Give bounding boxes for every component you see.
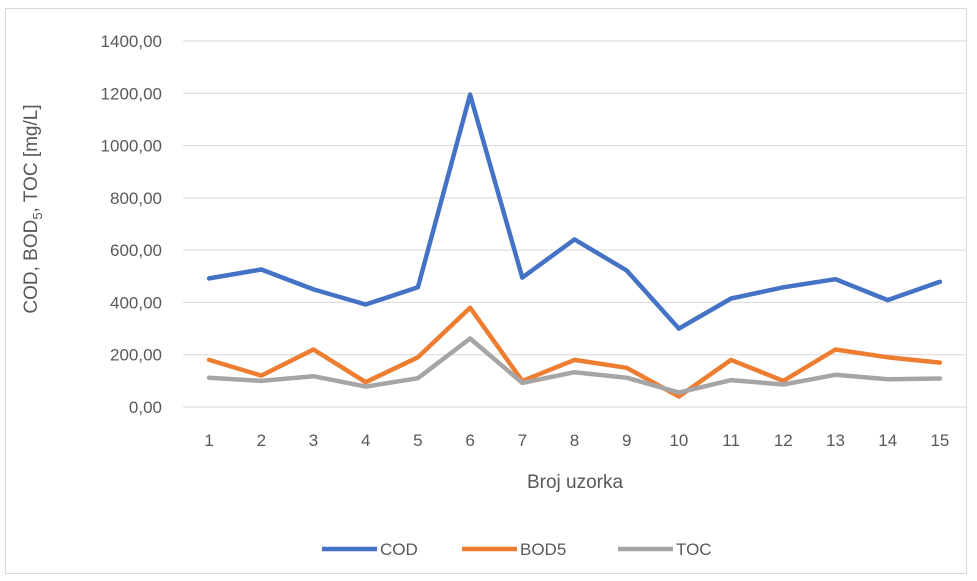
x-tick-label: 10 (669, 431, 688, 450)
x-tick-label: 4 (361, 431, 370, 450)
y-tick-label: 600,00 (110, 241, 162, 260)
legend-label-bod5: BOD5 (520, 540, 566, 559)
series-line-bod5 (206, 305, 943, 399)
y-tick-label: 200,00 (110, 346, 162, 365)
x-axis-tick-labels: 1 2 3 4 5 6 7 8 9 10 11 12 13 14 15 (204, 431, 949, 450)
y-tick-label: 1400,00 (101, 32, 162, 51)
legend-label-toc: TOC (676, 540, 712, 559)
y-axis-title-subscript: 5 (30, 212, 45, 219)
x-tick-label: 9 (622, 431, 631, 450)
legend: COD BOD5 TOC (322, 540, 712, 559)
x-tick-label: 8 (570, 431, 579, 450)
chart-area (5, 8, 967, 574)
x-tick-label: 3 (309, 431, 318, 450)
y-axis-title-main: COD, BOD (21, 220, 42, 314)
x-tick-label: 11 (722, 431, 740, 450)
x-tick-label: 15 (930, 431, 949, 450)
y-tick-label: 1200,00 (101, 84, 162, 103)
x-tick-label: 7 (518, 431, 527, 450)
x-axis-title: Broj uzorka (527, 472, 624, 493)
y-axis-title-rest: , TOC [mg/L] (21, 104, 42, 212)
y-tick-label: 800,00 (110, 189, 162, 208)
y-tick-label: 400,00 (110, 293, 162, 312)
y-tick-label: 0,00 (129, 398, 162, 417)
series-lines (206, 92, 943, 399)
y-axis-title: COD, BOD5, TOC [mg/L] (21, 104, 45, 313)
x-tick-label: 13 (826, 431, 845, 450)
x-tick-label: 5 (413, 431, 422, 450)
series-line-toc (206, 336, 943, 395)
series-line-cod (206, 92, 943, 331)
y-axis-tick-labels: 0,00 200,00 400,00 600,00 800,00 1000,00 1200,… (101, 32, 162, 417)
x-tick-label: 6 (465, 431, 474, 450)
gridlines (183, 40, 966, 356)
legend-label-cod: COD (380, 540, 418, 559)
y-tick-label: 1000,00 (101, 137, 162, 156)
x-tick-label: 14 (878, 431, 897, 450)
x-tick-label: 2 (257, 431, 266, 450)
x-tick-label: 1 (204, 431, 213, 450)
x-tick-label: 12 (774, 431, 793, 450)
